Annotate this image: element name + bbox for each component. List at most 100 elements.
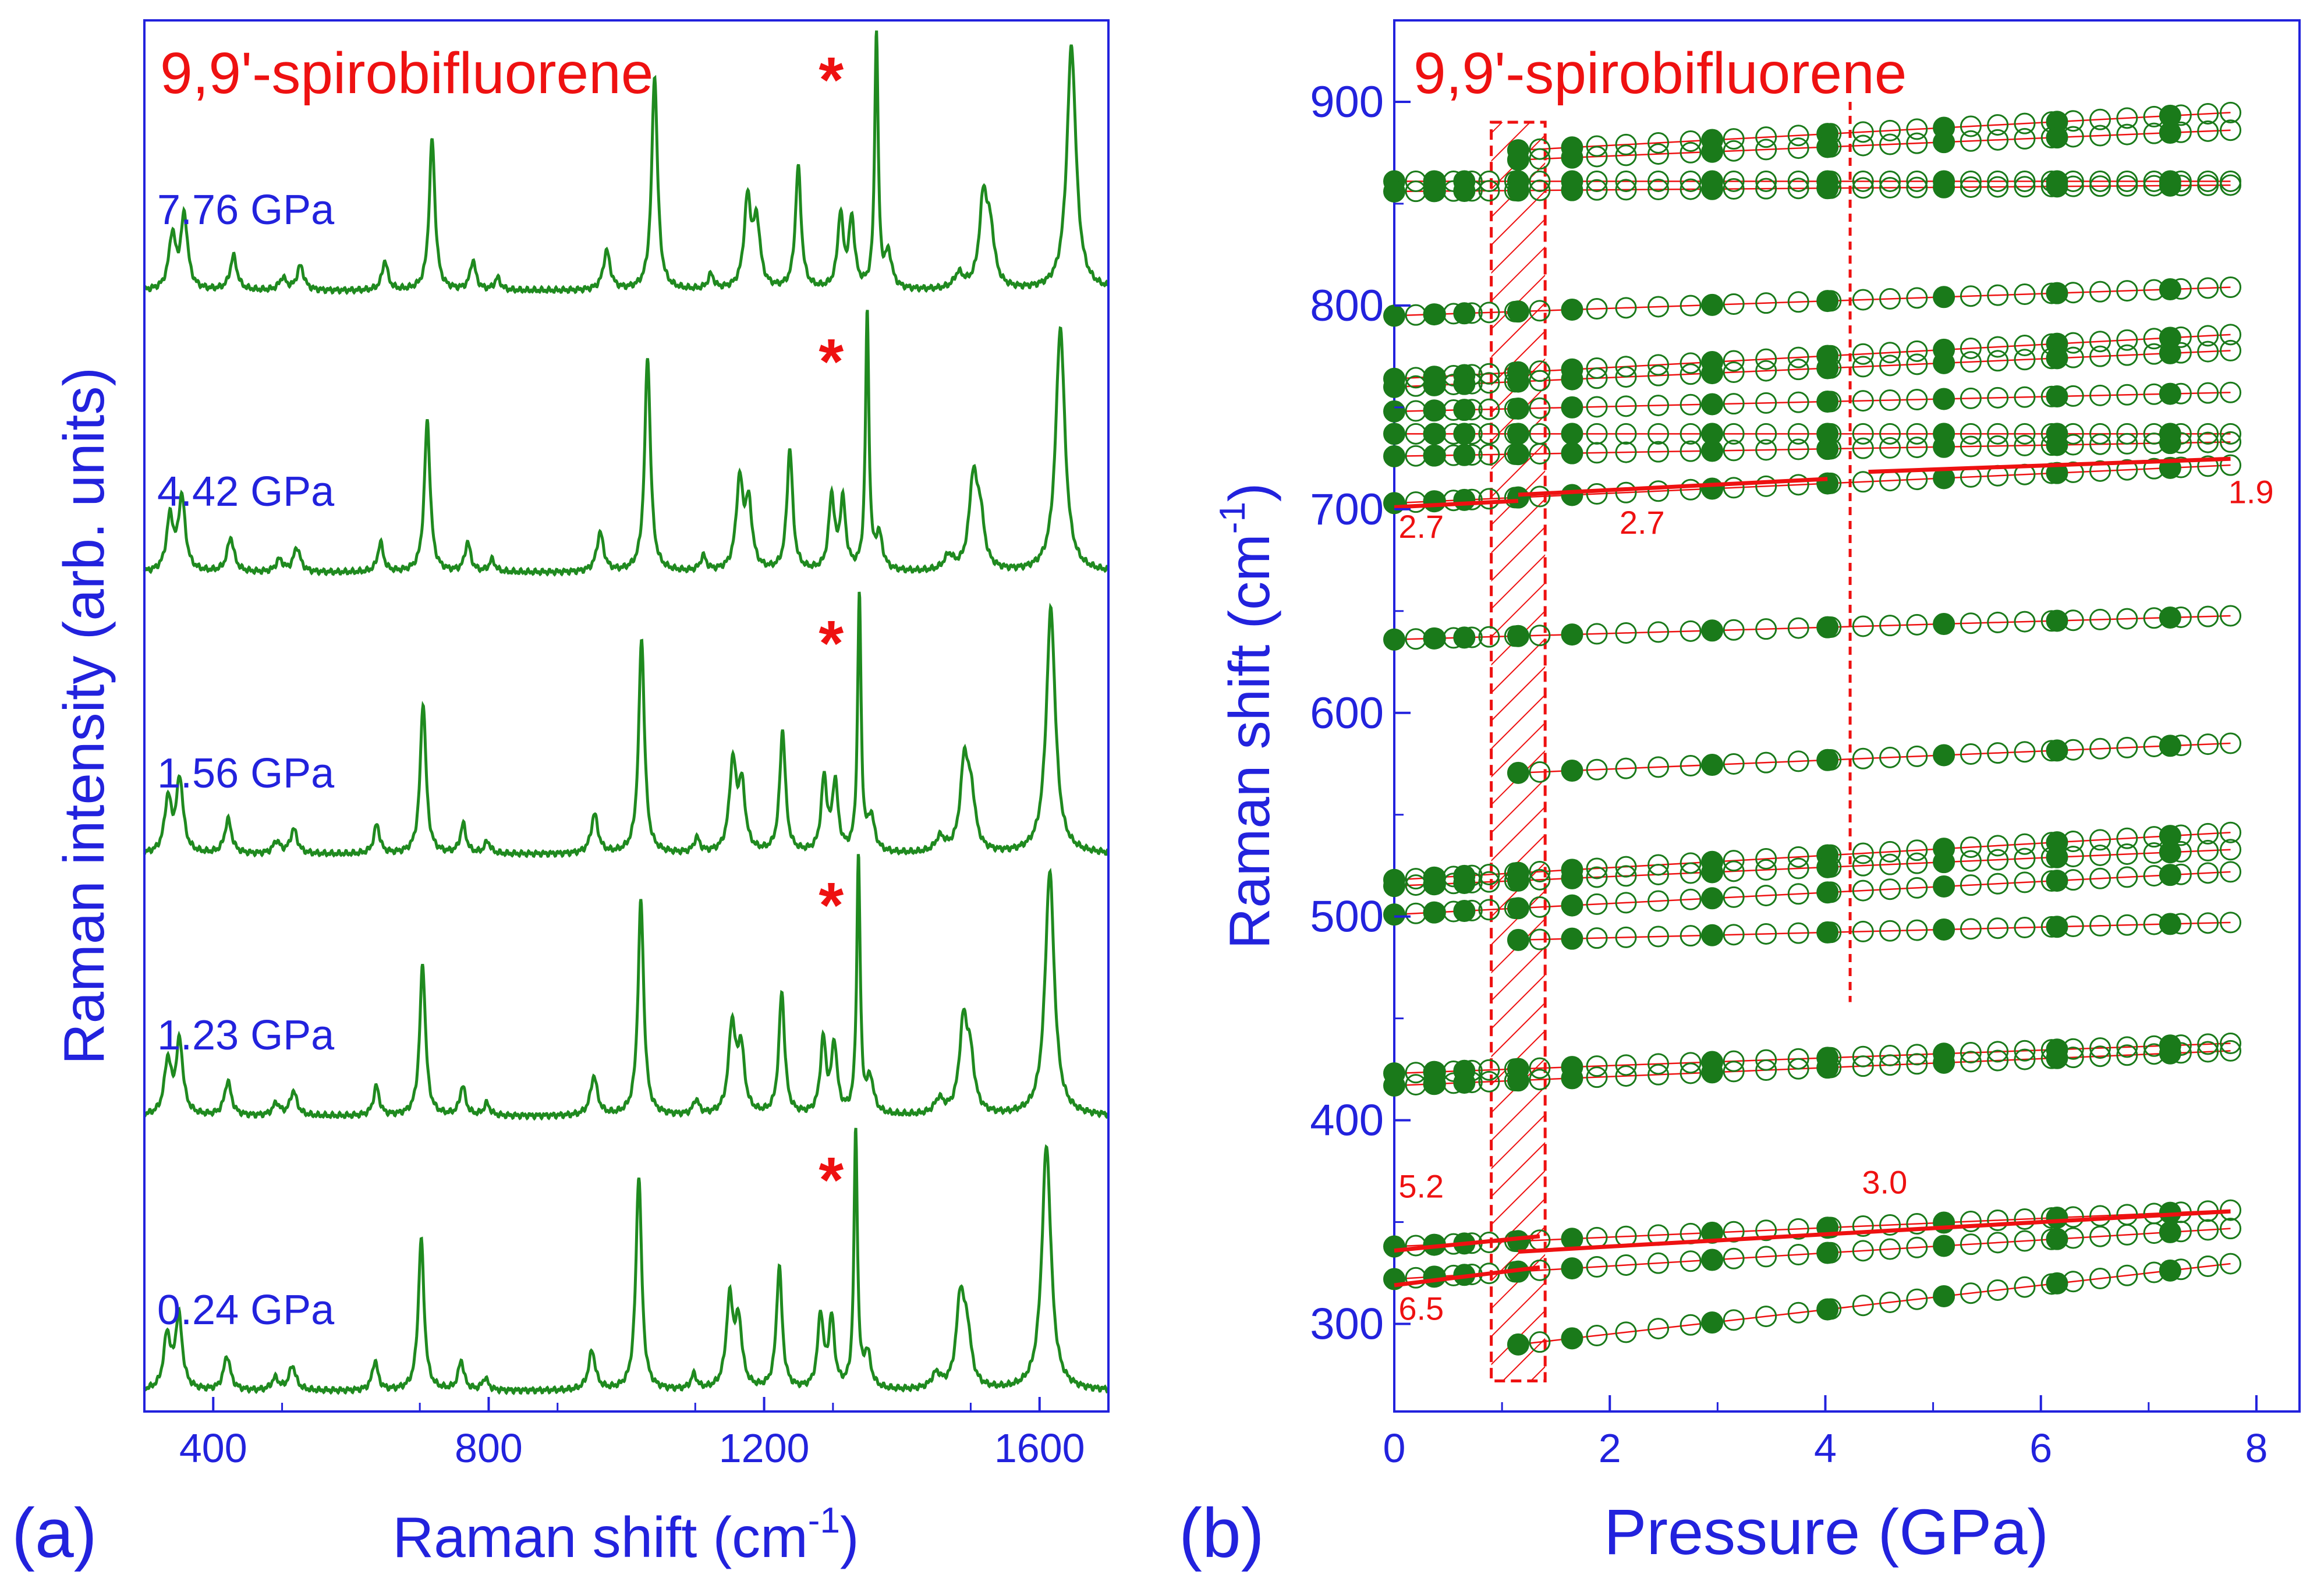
open-marker <box>1987 176 2009 198</box>
mode-fit-line <box>1518 112 2231 151</box>
filled-marker <box>1816 1056 1839 1079</box>
filled-marker <box>1423 303 1445 326</box>
filled-marker <box>1561 1257 1583 1280</box>
filled-marker <box>1816 438 1839 460</box>
open-marker <box>1787 1244 1809 1266</box>
open-marker <box>1852 437 1874 459</box>
open-marker <box>1478 1070 1500 1093</box>
open-marker <box>1615 1254 1637 1276</box>
filled-marker <box>1816 749 1839 771</box>
filled-marker <box>1561 179 1583 201</box>
open-marker <box>1852 1215 1874 1237</box>
open-marker <box>1723 886 1745 908</box>
filled-marker <box>1561 484 1583 506</box>
open-marker <box>1478 626 1500 648</box>
open-marker <box>1586 483 1608 505</box>
filled-marker <box>1701 1249 1724 1271</box>
filled-marker <box>1383 1235 1405 1258</box>
open-marker <box>1787 883 1809 905</box>
open-marker <box>2220 839 2242 861</box>
open-marker <box>1879 119 1901 141</box>
pressure-label: 1.56 GPa <box>157 750 335 797</box>
filled-marker <box>2046 1272 2068 1294</box>
mode-fit-line <box>1394 1050 2231 1087</box>
x-tick-label-b: 0 <box>1383 1425 1406 1471</box>
open-marker <box>1852 121 1874 143</box>
filled-marker <box>1701 861 1724 884</box>
open-marker <box>1960 170 1982 192</box>
open-marker <box>2116 914 2138 936</box>
filled-marker <box>1933 176 1955 198</box>
open-marker <box>1586 1055 1608 1077</box>
open-marker <box>1529 360 1551 382</box>
filled-marker <box>2159 1259 2181 1282</box>
open-marker <box>1960 1051 1982 1073</box>
open-marker <box>1879 170 1901 192</box>
filled-marker <box>1561 867 1583 889</box>
open-marker <box>2197 455 2219 477</box>
spectrum-line <box>143 310 1110 577</box>
open-marker <box>1529 397 1551 419</box>
open-marker <box>1852 920 1874 942</box>
open-marker <box>1852 170 1874 192</box>
open-marker <box>1723 850 1745 872</box>
xlabel-a-end: ) <box>840 1505 859 1569</box>
open-marker <box>1755 885 1777 907</box>
filled-marker <box>1561 1327 1583 1350</box>
open-marker <box>1960 115 1982 137</box>
filled-marker <box>1383 400 1405 423</box>
open-marker <box>1648 621 1670 643</box>
open-marker <box>1960 387 1982 409</box>
open-marker <box>1879 1045 1901 1067</box>
open-marker <box>2197 431 2219 453</box>
filled-marker <box>1383 304 1405 327</box>
open-marker <box>1529 300 1551 322</box>
open-marker <box>1586 1255 1608 1278</box>
filled-marker <box>2159 864 2181 886</box>
open-marker <box>1960 1282 1982 1304</box>
mode-fit-line <box>1394 464 2231 504</box>
open-marker <box>1723 1221 1745 1243</box>
slope-label: 2.7 <box>1620 504 1665 541</box>
open-marker <box>1615 423 1637 445</box>
hatched-transition-region <box>1490 120 1547 1383</box>
open-marker <box>1879 853 1901 875</box>
open-marker <box>2116 423 2138 445</box>
bold-fit-line <box>1518 1209 2231 1254</box>
filled-marker <box>1423 374 1445 396</box>
filled-marker <box>1453 444 1476 466</box>
open-marker <box>2089 125 2111 147</box>
filled-marker <box>2159 382 2181 405</box>
filled-marker <box>1453 180 1476 203</box>
filled-marker <box>2046 1047 2068 1069</box>
open-marker <box>2089 384 2111 406</box>
filled-marker <box>1701 1311 1724 1334</box>
open-marker <box>2089 460 2111 482</box>
open-marker <box>1586 146 1608 168</box>
open-marker <box>1987 114 2009 136</box>
open-marker <box>1723 477 1745 499</box>
open-marker <box>1529 928 1551 950</box>
ylabel-b-superscript: -1 <box>1213 502 1253 534</box>
filled-marker <box>2046 385 2068 408</box>
open-marker <box>1987 917 2009 939</box>
open-marker <box>1987 336 2009 358</box>
open-marker <box>1755 859 1777 881</box>
filled-marker <box>1816 1298 1839 1321</box>
open-marker <box>1960 836 1982 859</box>
filled-marker <box>1383 903 1405 926</box>
open-marker <box>1680 141 1702 164</box>
open-marker <box>1852 356 1874 378</box>
open-marker <box>1755 392 1777 414</box>
open-marker <box>2197 102 2219 125</box>
open-marker <box>1529 625 1551 647</box>
open-marker <box>1755 1049 1777 1071</box>
filled-marker <box>2159 278 2181 301</box>
asterisk-marker: * <box>819 1144 844 1216</box>
open-marker <box>1755 292 1777 314</box>
open-marker <box>1879 1214 1901 1236</box>
filled-marker <box>1933 388 1955 410</box>
open-marker <box>1787 391 1809 413</box>
mode-fit-line <box>1518 129 2231 161</box>
open-marker <box>1755 751 1777 774</box>
